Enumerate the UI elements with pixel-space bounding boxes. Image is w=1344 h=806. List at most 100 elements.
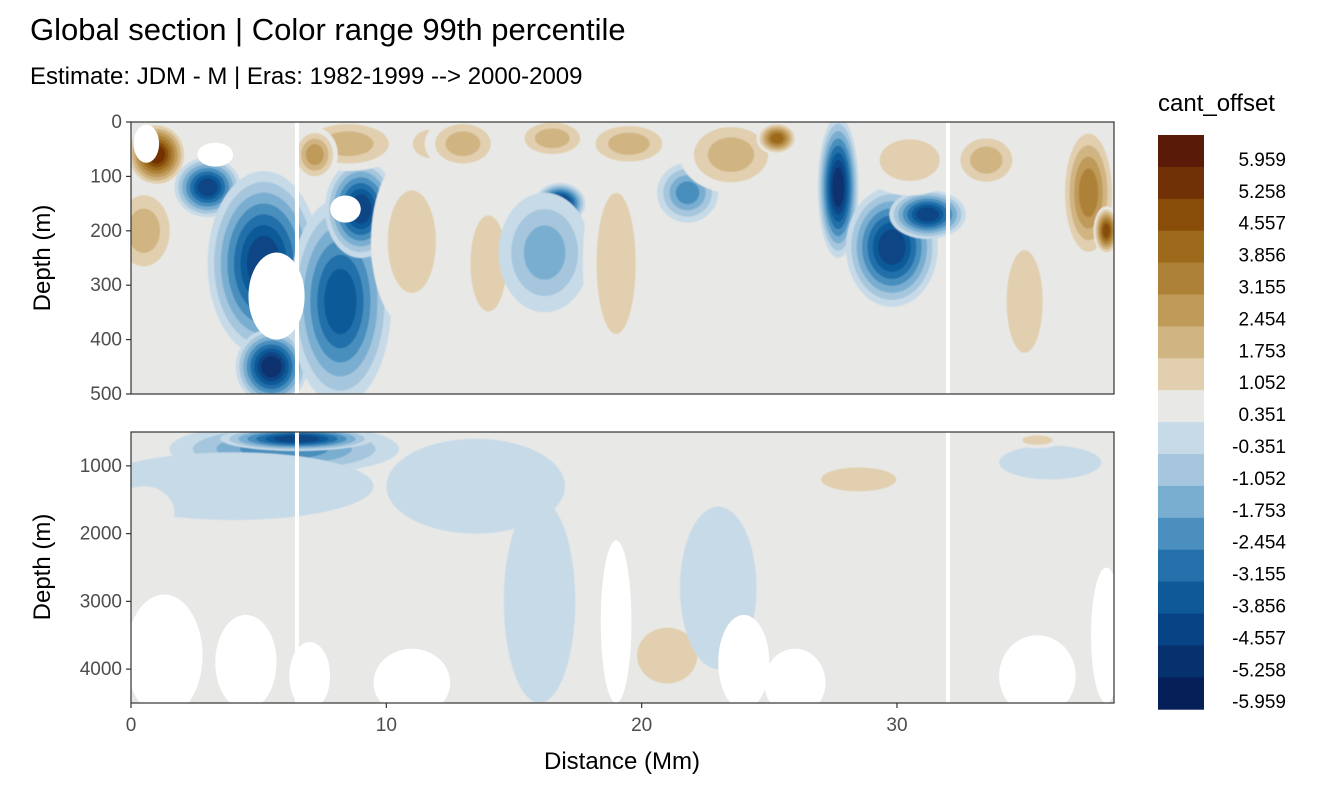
legend-label-8: 0.351 [1238, 405, 1286, 426]
legend-key-16 [1158, 645, 1204, 678]
upper-feature-19-band-2 [707, 137, 755, 172]
x-tick-label-1: 10 [376, 715, 397, 736]
lower-feature-10-band-0 [756, 513, 910, 636]
upper-feature-23-band-6 [916, 207, 939, 222]
legend-key-9 [1158, 422, 1204, 455]
upper-feature-11-band-2 [445, 131, 481, 157]
legend-key-5 [1158, 294, 1204, 327]
upper-feature-14-band-2 [523, 225, 566, 280]
upper-feature-25-band-2 [970, 146, 1003, 174]
lower-feature-5-band-0 [503, 499, 576, 703]
panel-upper: 0 100 200 300 400 500 Depth (m) [29, 112, 1115, 405]
legend-label-12: -2.454 [1232, 533, 1286, 554]
lower-feature-4-band-0 [386, 438, 566, 534]
legend-label-10: -1.052 [1232, 469, 1286, 490]
upper-feature-12-band-1 [470, 215, 507, 312]
x-axis: 0 10 20 30 [126, 703, 908, 736]
upper-y-tick-label-0: 0 [111, 112, 122, 133]
upper-feature-15-band-2 [534, 128, 570, 149]
upper-feature-9-band-1 [387, 190, 436, 294]
legend-key-15 [1158, 613, 1204, 646]
y-axis-label-lower: Depth (m) [29, 514, 56, 621]
upper-feature-20-band-5 [770, 133, 784, 144]
upper-feature-18-band-3 [675, 181, 700, 205]
legend-key-7 [1158, 358, 1204, 391]
lower-y-tick-label-3: 4000 [80, 659, 122, 680]
legend-label-16: -5.258 [1232, 660, 1286, 681]
x-axis-label: Distance (Mm) [544, 748, 700, 775]
legend-label-13: -3.155 [1232, 565, 1286, 586]
legend-label-4: 3.155 [1238, 278, 1286, 299]
lower-missing-data-6 [764, 648, 826, 703]
legend-label-2: 4.557 [1238, 214, 1286, 235]
legend-key-0 [1158, 135, 1204, 168]
lower-missing-data-8 [1091, 567, 1114, 703]
lower-missing-data-4 [600, 540, 632, 703]
legend-key-11 [1158, 485, 1204, 519]
lower-feature-3-band-0 [131, 486, 175, 541]
lower-missing-data-5 [718, 614, 770, 703]
legend-key-12 [1158, 517, 1204, 551]
upper-missing-data-2 [197, 142, 234, 167]
chart-title: Global section | Color range 99th percen… [30, 12, 626, 47]
upper-feature-24-band-1 [879, 139, 940, 181]
upper-y-tick-label-3: 300 [90, 275, 122, 296]
upper-feature-26-band-1 [1006, 250, 1043, 353]
lower-missing-data-2 [289, 642, 331, 703]
lower-feature-14-band-1 [1022, 435, 1053, 445]
chart-subtitle: Estimate: JDM - M | Eras: 1982-1999 --> … [30, 63, 582, 90]
lower-feature-9-band-1 [821, 467, 897, 492]
panel-upper-field [131, 122, 1114, 394]
x-tick-label-0: 0 [126, 715, 137, 736]
legend-key-8 [1158, 390, 1204, 423]
upper-feature-16-band-1 [596, 192, 636, 335]
x-tick-label-2: 20 [631, 715, 652, 736]
legend-label-14: -3.856 [1232, 597, 1286, 618]
lower-y-tick-label-0: 1000 [80, 456, 122, 477]
upper-feature-1-band-2 [131, 208, 160, 253]
legend: cant_offset 5.959 5.258 4.557 3.856 3.155 2.4… [1158, 90, 1286, 713]
upper-y-tick-label-1: 100 [90, 166, 122, 187]
upper-y-tick-label-2: 200 [90, 221, 122, 242]
legend-label-9: -0.351 [1232, 437, 1286, 458]
upper-feature-17-band-2 [608, 132, 650, 155]
panel-lower: 1000 2000 3000 4000 Depth (m) [29, 431, 1115, 704]
lower-feature-13-band-0 [999, 445, 1102, 480]
panel-lower-field [131, 432, 1114, 703]
upper-feature-5-band-5 [324, 268, 357, 335]
legend-key-2 [1158, 198, 1204, 232]
upper-missing-data-1 [133, 124, 160, 163]
y-axis-label-upper: Depth (m) [29, 205, 56, 312]
lower-feature-12-band-0 [909, 513, 1089, 622]
legend-key-1 [1158, 166, 1204, 200]
lower-missing-data-0 [131, 594, 203, 703]
legend-key-4 [1158, 262, 1204, 295]
x-tick-label-3: 30 [886, 715, 907, 736]
upper-feature-21-band-7 [832, 167, 845, 208]
upper-missing-data-3 [330, 195, 361, 223]
panel-lower-border [130, 431, 1115, 704]
panel-upper-border [130, 121, 1115, 395]
upper-y-tick-label-5: 500 [90, 384, 122, 405]
lower-feature-6-band-0 [296, 594, 451, 649]
legend-label-6: 1.753 [1238, 341, 1286, 362]
lower-missing-data-3 [373, 648, 451, 703]
legend-title: cant_offset [1158, 90, 1275, 117]
legend-label-11: -1.753 [1232, 501, 1286, 522]
lower-feature-2-band-0 [131, 452, 374, 521]
legend-label-7: 1.052 [1238, 373, 1286, 394]
upper-feature-28-band-6 [1102, 223, 1111, 239]
legend-label-15: -4.557 [1232, 628, 1286, 649]
legend-label-17: -5.959 [1232, 692, 1286, 713]
upper-feature-4-band-7 [261, 356, 282, 378]
upper-y-tick-label-4: 400 [90, 330, 122, 351]
upper-missing-data-0 [248, 252, 305, 340]
legend-key-3 [1158, 230, 1204, 264]
legend-key-14 [1158, 581, 1204, 614]
legend-key-6 [1158, 326, 1204, 359]
legend-label-1: 5.258 [1238, 182, 1286, 203]
legend-label-3: 3.856 [1238, 246, 1286, 267]
upper-feature-8-band-3 [305, 144, 324, 166]
